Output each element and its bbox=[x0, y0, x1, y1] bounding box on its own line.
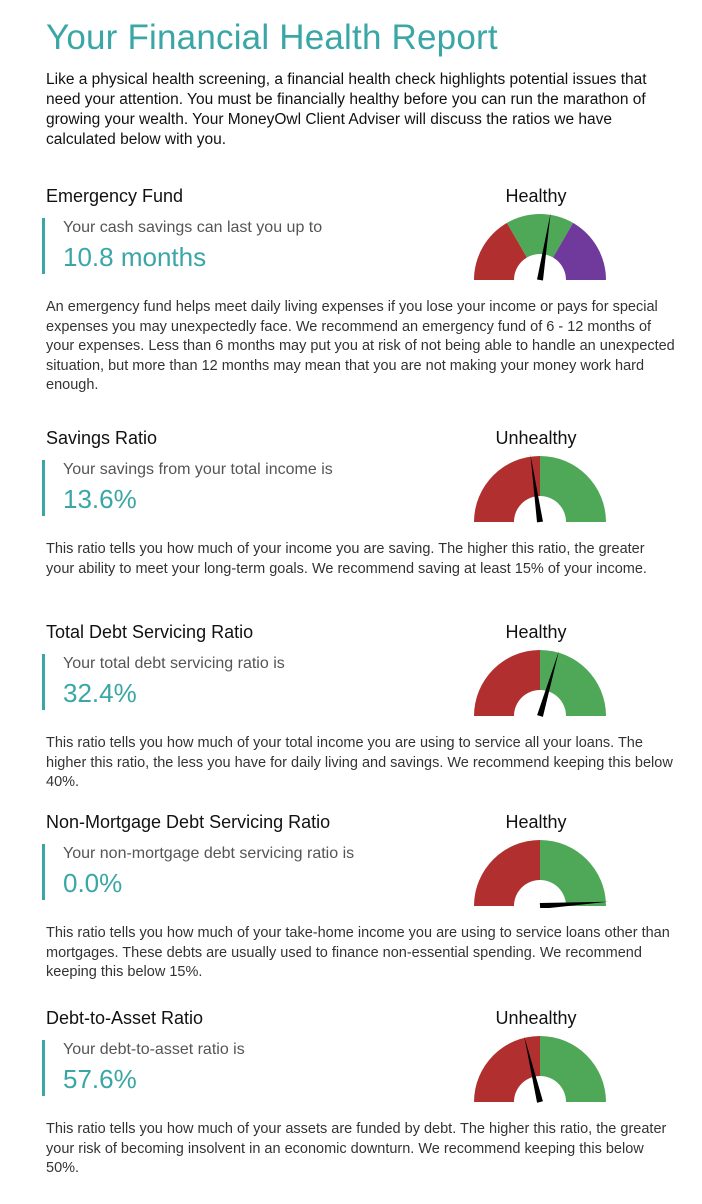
result-value: 0.0% bbox=[63, 868, 123, 898]
status-label: Unhealthy bbox=[495, 1008, 577, 1028]
result-callout: Your savings from your total income is 1… bbox=[42, 460, 333, 516]
page-title: Your Financial Health Report bbox=[46, 18, 498, 57]
section-title: Total Debt Servicing Ratio bbox=[46, 622, 254, 642]
gauge-zone-0 bbox=[474, 456, 540, 522]
result-callout: Your total debt servicing ratio is 32.4% bbox=[42, 654, 285, 710]
status-label: Healthy bbox=[505, 812, 567, 832]
gauge-zone-1 bbox=[540, 650, 606, 716]
gauge-zone-0 bbox=[474, 1036, 540, 1102]
result-value: 10.8 months bbox=[63, 242, 207, 272]
result-label: Your savings from your total income is bbox=[63, 461, 333, 478]
section-description: This ratio tells you how much of your as… bbox=[46, 1121, 667, 1176]
gauge-zone-1 bbox=[540, 456, 606, 522]
section-description: This ratio tells you how much of your to… bbox=[46, 735, 673, 790]
gauge-zone-0 bbox=[474, 840, 540, 906]
gauge bbox=[474, 1035, 606, 1103]
result-value: 32.4% bbox=[63, 678, 137, 708]
section-title: Debt-to-Asset Ratio bbox=[46, 1008, 204, 1028]
result-callout: Your cash savings can last you up to 10.… bbox=[42, 218, 322, 274]
result-callout: Your debt-to-asset ratio is 57.6% bbox=[42, 1040, 245, 1096]
gauge-needle bbox=[537, 212, 551, 281]
section-description: This ratio tells you how much of your in… bbox=[46, 541, 647, 577]
status-label: Unhealthy bbox=[495, 428, 577, 448]
section-description: This ratio tells you how much of your ta… bbox=[46, 925, 670, 980]
gauge-zone-0 bbox=[474, 650, 540, 716]
gauge-zone-1 bbox=[540, 1036, 606, 1102]
gauge-needle bbox=[524, 1035, 543, 1103]
result-label: Your cash savings can last you up to bbox=[63, 219, 323, 236]
section-title: Emergency Fund bbox=[46, 186, 184, 206]
status-label: Healthy bbox=[505, 186, 567, 206]
section-description: An emergency fund helps meet daily livin… bbox=[46, 299, 675, 393]
gauge-needle bbox=[539, 901, 608, 908]
gauge-needle bbox=[530, 454, 543, 523]
gauge-zone-2 bbox=[553, 222, 606, 280]
gauge-needle bbox=[537, 650, 559, 717]
result-callout: Your non-mortgage debt servicing ratio i… bbox=[42, 844, 354, 900]
gauge bbox=[474, 650, 606, 717]
result-label: Your debt-to-asset ratio is bbox=[63, 1041, 245, 1058]
section-title: Savings Ratio bbox=[46, 428, 158, 448]
result-label: Your total debt servicing ratio is bbox=[63, 655, 285, 672]
result-value: 57.6% bbox=[63, 1064, 137, 1094]
result-value: 13.6% bbox=[63, 484, 137, 514]
result-label: Your non-mortgage debt servicing ratio i… bbox=[63, 845, 355, 862]
gauge bbox=[474, 840, 608, 908]
gauge-zone-0 bbox=[474, 222, 527, 280]
gauge bbox=[474, 212, 606, 281]
status-label: Healthy bbox=[505, 622, 567, 642]
section-title: Non-Mortgage Debt Servicing Ratio bbox=[46, 812, 331, 832]
gauge-zone-1 bbox=[506, 214, 574, 258]
gauge-zone-1 bbox=[540, 840, 606, 906]
gauge bbox=[474, 454, 606, 523]
intro-text: Like a physical health screening, a fina… bbox=[46, 71, 647, 148]
